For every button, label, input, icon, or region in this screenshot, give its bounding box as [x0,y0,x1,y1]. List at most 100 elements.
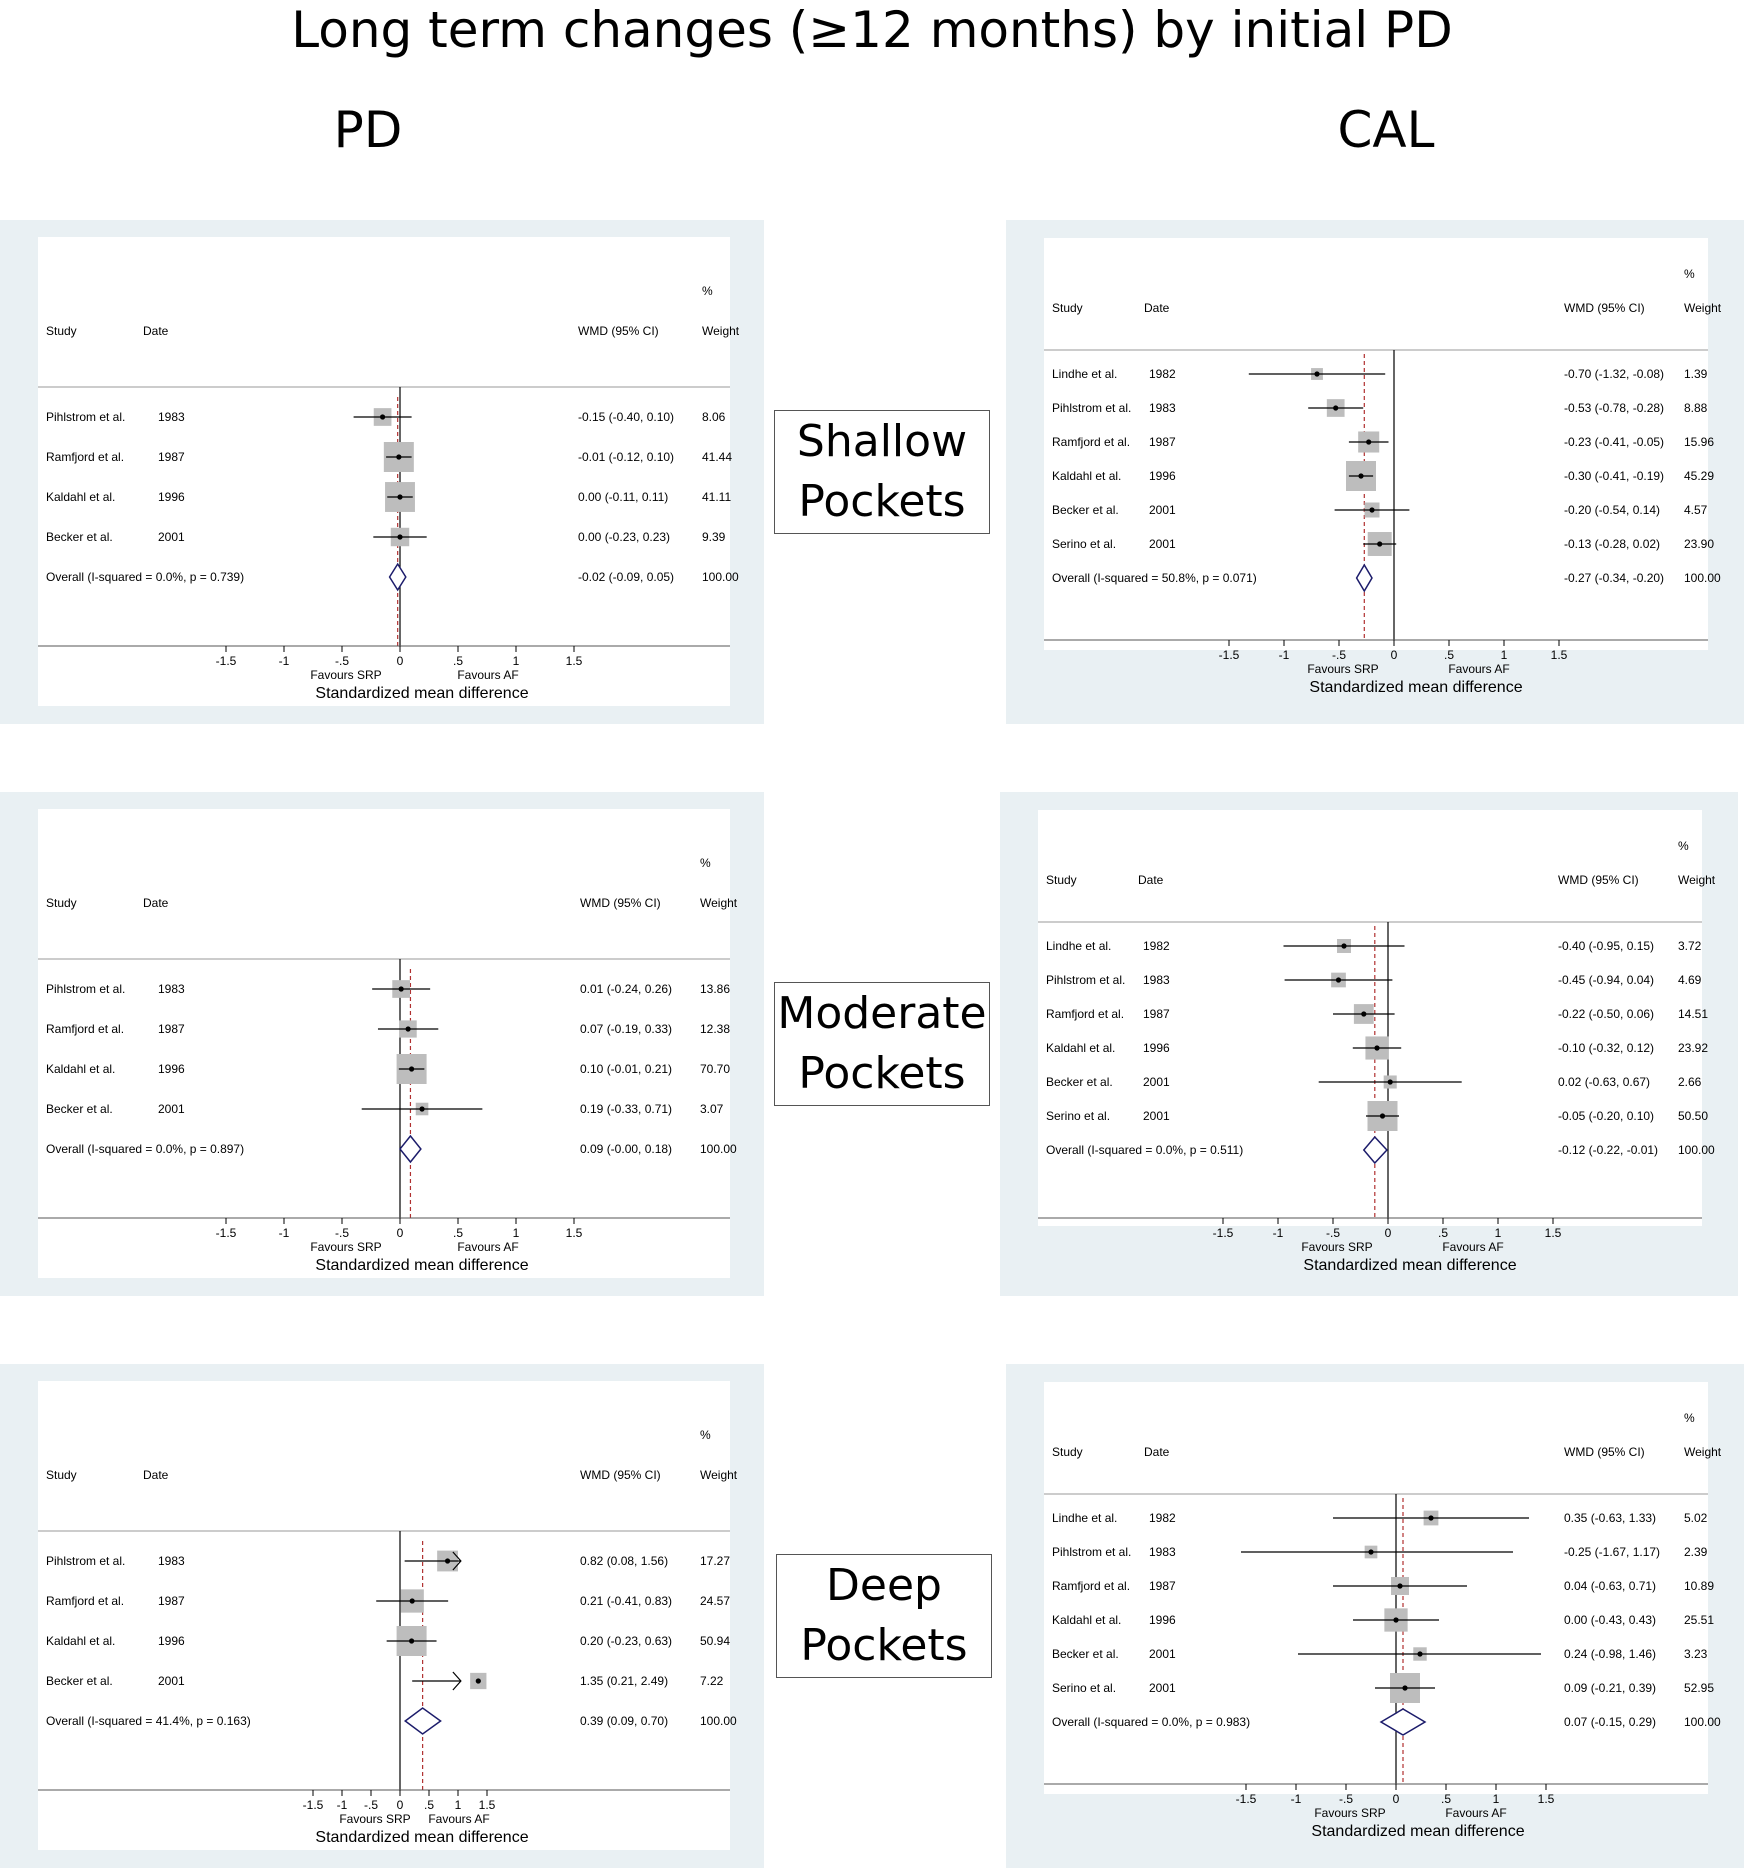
header-weight: Weight [700,896,738,910]
study-date: 2001 [158,1102,185,1116]
header-wmd: WMD (95% CI) [580,896,661,910]
study-weight: 2.39 [1684,1545,1708,1559]
header-date: Date [1144,301,1170,315]
x-tick-label: .5 [424,1798,434,1812]
header-wmd: WMD (95% CI) [1564,301,1645,315]
overall-weight: 100.00 [702,570,739,584]
x-tick-label: -.5 [335,654,349,668]
header-weight: Weight [1678,873,1716,887]
x-axis-label: Standardized mean difference [1309,679,1522,696]
study-point [1387,1079,1393,1085]
x-tick-label: -.5 [1326,1226,1340,1240]
study-point [1393,1617,1399,1623]
x-tick-label: .5 [453,1226,463,1240]
header-wmd: WMD (95% CI) [1558,873,1639,887]
study-name: Kaldahl et al. [46,1634,115,1648]
favours-left-label: Favours SRP [310,668,381,682]
study-ci-text: -0.15 (-0.40, 0.10) [578,410,674,424]
study-date: 1996 [158,1634,185,1648]
study-point [1374,1045,1380,1051]
study-weight: 52.95 [1684,1681,1714,1695]
overall-ci-text: 0.07 (-0.15, 0.29) [1564,1715,1656,1729]
study-weight: 50.50 [1678,1109,1708,1123]
study-point [409,1066,415,1072]
x-axis-label: Standardized mean difference [315,1829,528,1846]
row-label-moderate: Moderate Pockets [774,982,990,1106]
study-date: 1987 [158,450,185,464]
study-date: 1982 [1143,939,1170,953]
study-weight: 70.70 [700,1062,730,1076]
study-name: Lindhe et al. [1052,367,1117,381]
x-tick-label: -1.5 [1236,1792,1257,1806]
study-ci-text: -0.01 (-0.12, 0.10) [578,450,674,464]
study-name: Pihlstrom et al. [1052,1545,1131,1559]
x-axis-label: Standardized mean difference [1311,1823,1524,1840]
overall-weight: 100.00 [1678,1143,1715,1157]
forest-panel-pd-moderate: Study Date WMD (95% CI)% Weight Pihlstrom et… [0,792,764,1296]
study-name: Pihlstrom et al. [1046,973,1125,987]
study-weight: 3.23 [1684,1647,1708,1661]
x-tick-label: 0 [397,1798,404,1812]
study-name: Ramfjord et al. [46,450,124,464]
study-date: 1983 [158,410,185,424]
study-point [1361,1011,1367,1017]
study-weight: 45.29 [1684,469,1714,483]
forest-panel-pd-deep: Study Date WMD (95% CI)% Weight Pihlstrom et… [0,1364,764,1868]
overall-label: Overall (I-squared = 0.0%, p = 0.897) [46,1142,244,1156]
header-percent: % [1678,839,1689,853]
x-tick-label: .5 [453,654,463,668]
study-name: Pihlstrom et al. [1052,401,1131,415]
study-ci-text: -0.30 (-0.41, -0.19) [1564,469,1664,483]
x-tick-label: -.5 [1332,648,1346,662]
study-weight: 5.02 [1684,1511,1708,1525]
x-tick-label: -.5 [335,1226,349,1240]
study-weight: 24.57 [700,1594,730,1608]
header-date: Date [1138,873,1164,887]
x-tick-label: -1.5 [216,1226,237,1240]
x-tick-label: -1 [1291,1792,1302,1806]
overall-weight: 100.00 [1684,1715,1721,1729]
x-tick-label: -1.5 [1219,648,1240,662]
study-date: 1996 [158,1062,185,1076]
study-ci-text: -0.40 (-0.95, 0.15) [1558,939,1654,953]
x-tick-label: -1 [1279,648,1290,662]
study-date: 2001 [158,530,185,544]
study-point [398,986,404,992]
study-name: Becker et al. [46,530,113,544]
study-point [1417,1651,1423,1657]
overall-label: Overall (I-squared = 41.4%, p = 0.163) [46,1714,251,1728]
study-weight: 9.39 [702,530,726,544]
study-ci-text: 0.09 (-0.21, 0.39) [1564,1681,1656,1695]
study-weight: 1.39 [1684,367,1708,381]
study-point [1358,473,1364,479]
ci-arrow [452,1551,462,1571]
ci-arrow [452,1671,462,1691]
x-tick-label: 1.5 [1551,648,1568,662]
header-date: Date [143,324,169,338]
study-name: Ramfjord et al. [1052,435,1130,449]
overall-label: Overall (I-squared = 0.0%, p = 0.739) [46,570,244,584]
study-point [396,454,402,460]
x-tick-label: .5 [1438,1226,1448,1240]
forest-panel-pd-shallow: Study Date WMD (95% CI)% Weight Pihlstrom et… [0,220,764,724]
x-tick-label: 0 [1391,648,1398,662]
study-name: Becker et al. [1046,1075,1113,1089]
forest-panel-cal-moderate: Study Date WMD (95% CI)% Weight Lindhe et al… [1000,792,1738,1296]
x-tick-label: .5 [1441,1792,1451,1806]
study-ci-text: -0.05 (-0.20, 0.10) [1558,1109,1654,1123]
study-date: 1983 [1149,401,1176,415]
favours-right-label: Favours AF [428,1812,489,1826]
study-date: 2001 [1143,1075,1170,1089]
x-axis-label: Standardized mean difference [1303,1257,1516,1274]
row-label-deep: Deep Pockets [776,1554,992,1678]
favours-right-label: Favours AF [1448,662,1509,676]
study-ci-text: 0.19 (-0.33, 0.71) [580,1102,672,1116]
x-tick-label: 1.5 [566,654,583,668]
header-study: Study [1046,873,1077,887]
study-date: 2001 [158,1674,185,1688]
header-weight: Weight [700,1468,738,1482]
forest-panel-cal-deep: Study Date WMD (95% CI)% Weight Lindhe et al… [1006,1364,1744,1868]
study-name: Pihlstrom et al. [46,1554,125,1568]
study-point [1366,439,1372,445]
x-axis-label: Standardized mean difference [315,1257,528,1274]
